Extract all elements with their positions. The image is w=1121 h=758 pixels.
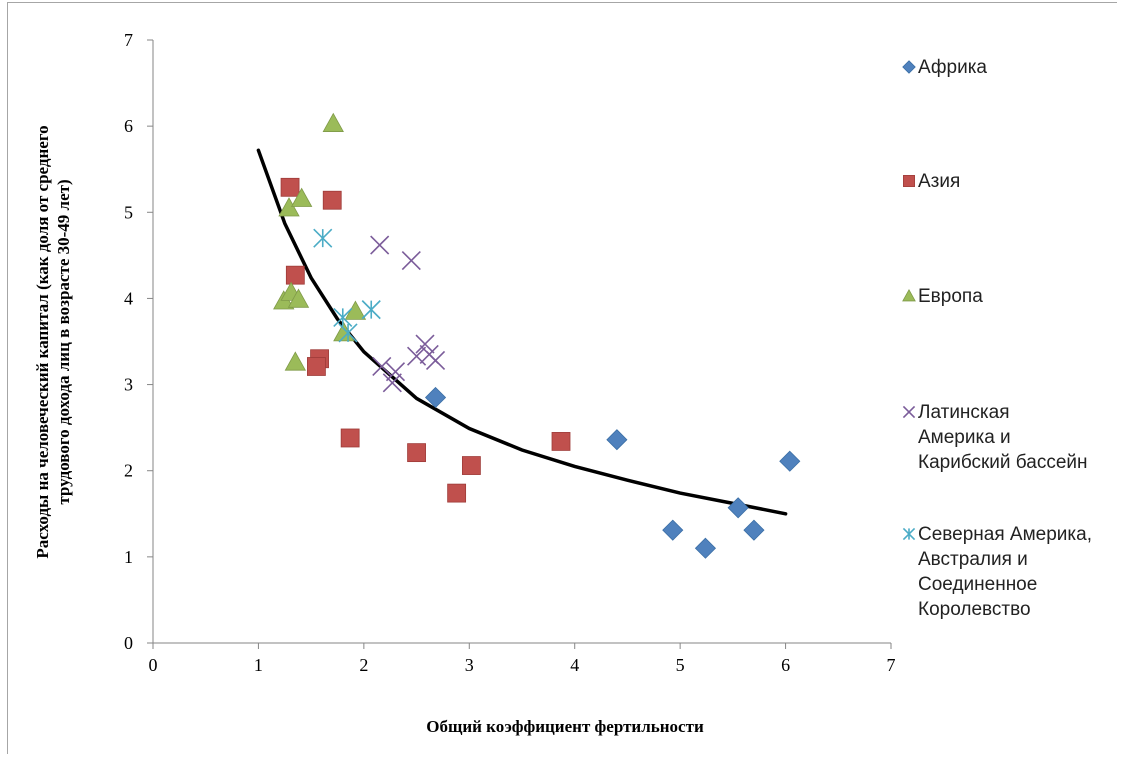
data-point-asterisk (361, 300, 381, 320)
trendline (256, 148, 788, 516)
x-axis-title: Общий коэффициент фертильности (426, 717, 704, 736)
data-point-x (425, 350, 446, 371)
data-point-triangle (287, 288, 310, 308)
legend-label: Соединенное (918, 574, 1037, 595)
legend-label: Карибский бассейн (918, 452, 1088, 473)
x-tick-label: 3 (465, 655, 474, 675)
legend-item: Африка (902, 57, 987, 78)
y-tick-label: 2 (124, 461, 133, 481)
y-tick-label: 0 (124, 633, 133, 653)
data-point-x (385, 362, 406, 382)
legend-item: Азия (903, 171, 960, 192)
data-point-triangle (284, 351, 307, 371)
legend-label: Европа (918, 286, 983, 307)
data-point-square (340, 428, 360, 448)
data-point-diamond (424, 386, 447, 409)
legend: Африка Азия Европа Латинская Америка и Карибс… (902, 57, 1092, 620)
data-point-diamond (662, 519, 684, 541)
data-point-diamond (606, 429, 628, 451)
legend-marker-diamond (902, 60, 916, 74)
data-point-x (415, 334, 435, 354)
y-tick-label: 7 (124, 30, 133, 50)
data-point-square (307, 357, 326, 376)
data-point-triangle (322, 112, 344, 132)
x-tick-label: 0 (149, 655, 158, 675)
legend-marker-asterisk (902, 527, 916, 541)
legend-marker-square (903, 175, 915, 187)
chart-frame (7, 2, 1117, 754)
data-point-asterisk (333, 307, 353, 327)
legend-item: Северная Америка, Австралия и Соединенное К… (902, 524, 1092, 620)
data-point-square (280, 177, 300, 197)
y-tick-label: 4 (124, 288, 133, 308)
data-point-x (407, 346, 427, 366)
data-point-triangle (290, 187, 313, 207)
trendline-group (256, 148, 788, 516)
y-tick-label: 6 (124, 116, 133, 136)
data-point-triangle (344, 300, 367, 320)
y-axis-title-line-1: Расходы на человеческий капитал (как дол… (33, 125, 52, 558)
legend-label: Азия (918, 171, 960, 192)
data-point-square (322, 190, 342, 210)
x-tick-label: 2 (359, 655, 368, 675)
legend-marker-x (902, 405, 916, 419)
x-tick-label: 7 (887, 655, 896, 675)
y-tick-label: 3 (124, 375, 133, 395)
legend-item: Латинская Америка и Карибский бассейн (902, 402, 1088, 473)
x-tick-label: 4 (570, 655, 579, 675)
legend-marker-triangle (902, 288, 916, 302)
legend-label: Африка (918, 57, 987, 78)
data-point-square (407, 443, 426, 463)
x-tick-label: 1 (254, 655, 263, 675)
data-point-x (382, 373, 402, 393)
ticks: 0 1 2 3 4 5 6 7 0 1 2 3 4 5 6 7 (124, 30, 896, 675)
data-point-x (401, 250, 421, 271)
data-point-square (285, 265, 305, 285)
legend-label: Северная Америка, (918, 524, 1092, 545)
x-tick-label: 5 (676, 655, 685, 675)
y-tick-label: 1 (124, 547, 133, 567)
data-point-x (372, 356, 392, 377)
legend-label: Королевство (918, 599, 1031, 620)
legend-label: Америка и (918, 427, 1011, 448)
legend-label: Австралия и (918, 549, 1028, 570)
x-tick-label: 6 (781, 655, 790, 675)
data-point-square (447, 483, 467, 503)
data-point-x (370, 235, 390, 255)
data-point-diamond (779, 450, 801, 472)
legend-label: Латинская (918, 402, 1010, 423)
data-point-diamond (743, 519, 765, 541)
axes (152, 40, 891, 644)
y-axis-title-line-2: трудового дохода лиц в возрасте 30-49 ле… (54, 179, 73, 504)
data-point-square (551, 432, 571, 451)
data-point-diamond (694, 537, 717, 559)
data-point-diamond (727, 497, 749, 519)
y-tick-label: 5 (124, 202, 133, 222)
data-point-triangle (278, 197, 300, 217)
legend-item: Европа (902, 286, 983, 307)
data-point-square (461, 456, 481, 475)
data-points (273, 112, 801, 559)
data-point-asterisk (313, 228, 333, 248)
data-point-asterisk (338, 323, 358, 343)
